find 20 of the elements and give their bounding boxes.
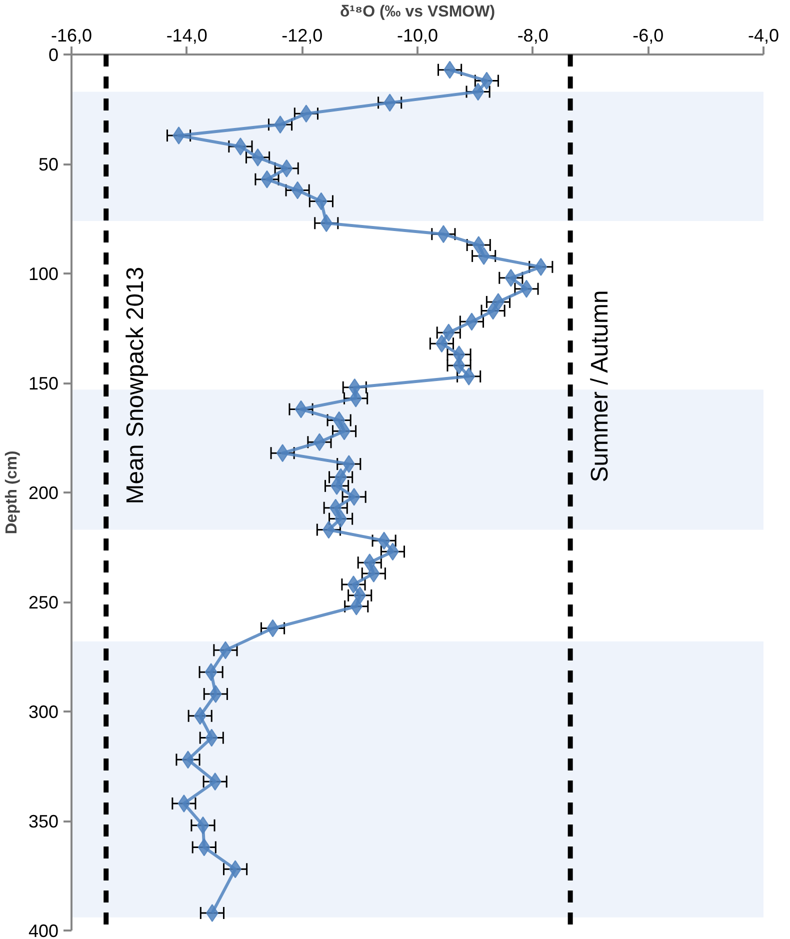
x-tick-label: -8,0 <box>517 26 548 46</box>
x-axis-title: δ¹⁸O (‰ vs VSMOW) <box>340 4 496 20</box>
y-tick-label: 400 <box>28 921 59 939</box>
y-axis-title: Depth (cm) <box>3 450 20 534</box>
x-tick-label: -14,0 <box>166 26 208 46</box>
ref-line-label: Summer / Autumn <box>586 290 614 482</box>
y-tick-label: 0 <box>48 45 59 65</box>
y-tick-label: 50 <box>38 154 59 174</box>
ref-line-label: Mean Snowpack 2013 <box>122 266 150 504</box>
y-tick-label: 300 <box>28 702 59 722</box>
y-tick-label: 150 <box>28 374 59 394</box>
x-tick-label: -10,0 <box>396 26 438 46</box>
y-tick-label: 350 <box>28 812 59 832</box>
x-tick-label: -16,0 <box>50 26 92 46</box>
y-tick-label: 250 <box>28 592 59 612</box>
y-tick-label: 200 <box>28 483 59 503</box>
x-tick-label: -4,0 <box>748 26 780 46</box>
x-tick-label: -6,0 <box>632 26 664 46</box>
y-tick-label: 100 <box>28 264 59 284</box>
x-tick-label: -12,0 <box>282 26 323 46</box>
